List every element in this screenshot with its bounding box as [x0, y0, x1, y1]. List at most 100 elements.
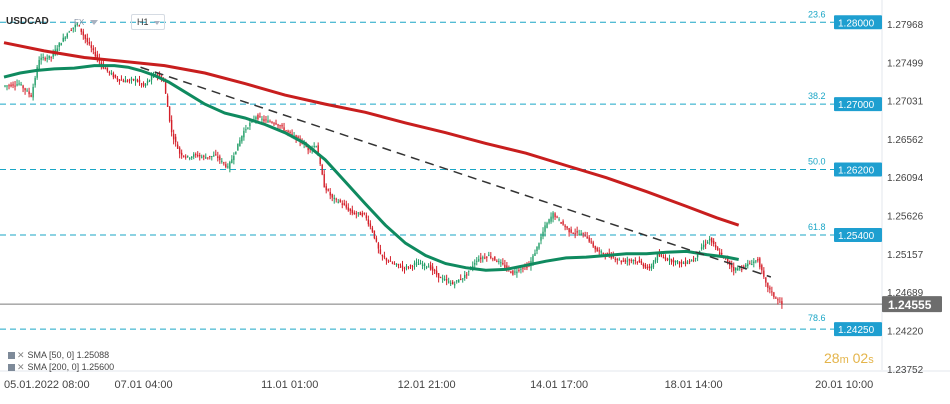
- candle-body: [58, 43, 60, 47]
- candle-body: [409, 265, 412, 267]
- candle-body: [393, 263, 396, 265]
- candle-body: [745, 264, 747, 267]
- candle-body: [116, 77, 119, 80]
- timeframe-select[interactable]: H1: [131, 14, 165, 30]
- candle-body: [387, 260, 390, 262]
- candle-body: [682, 263, 685, 265]
- candle-body: [698, 250, 701, 252]
- fib-level-label: 78.6: [808, 313, 826, 323]
- candle-body: [664, 257, 667, 260]
- candle-body: [349, 208, 351, 212]
- candle-body: [142, 82, 145, 86]
- candle-body: [514, 271, 516, 273]
- candle-body: [168, 106, 171, 122]
- candle-body: [219, 156, 221, 161]
- candle-body: [462, 278, 464, 280]
- candle-body: [763, 270, 765, 277]
- candle-body: [765, 277, 767, 283]
- fib-level-label: 38.2: [808, 91, 826, 101]
- candle-body: [339, 200, 341, 203]
- x-tick-label: 11.01 01:00: [261, 379, 318, 391]
- trendline[interactable]: [140, 66, 772, 278]
- candle-body: [498, 261, 500, 263]
- candle-body: [616, 259, 618, 261]
- candle-body: [457, 279, 460, 283]
- candle-body: [335, 198, 337, 200]
- candle-body: [170, 120, 173, 133]
- y-tick-label: 1.25157: [887, 250, 924, 261]
- candle-body: [66, 33, 68, 38]
- candle-body: [287, 130, 289, 133]
- candle-body: [435, 270, 438, 275]
- candle-body: [612, 255, 614, 258]
- candle-body: [261, 118, 263, 120]
- candle-body: [564, 225, 566, 228]
- chevron-down-icon: [154, 21, 160, 25]
- candle-body: [447, 281, 450, 283]
- candle-body: [50, 56, 52, 58]
- candle-body: [40, 57, 42, 60]
- legend-sma50-swatch: [8, 352, 15, 360]
- candle-body: [777, 299, 779, 301]
- candle-body: [482, 257, 484, 259]
- legend-sma50[interactable]: ✕ SMA [50, 0] 1.25088: [8, 350, 109, 361]
- candle-body: [223, 162, 225, 164]
- symbol-dropdown-icon[interactable]: [90, 20, 98, 25]
- candle-body: [460, 278, 462, 280]
- candle-body: [235, 151, 237, 154]
- candle-body: [714, 245, 717, 248]
- candle-body: [686, 262, 689, 264]
- candle-body: [114, 74, 117, 78]
- candle-body: [520, 268, 522, 270]
- candle-body: [441, 278, 444, 280]
- candle-body: [694, 257, 697, 259]
- candle-body: [622, 260, 625, 262]
- candle-body: [88, 42, 91, 44]
- candle-body: [267, 120, 269, 123]
- candle-body: [231, 159, 233, 163]
- candle-body: [178, 147, 181, 154]
- candle-body: [80, 28, 82, 32]
- legend-sma200[interactable]: ✕ SMA [200, 0] 1.25600: [8, 362, 114, 373]
- symbol-label[interactable]: USDCAD: [6, 16, 49, 27]
- candle-body: [502, 262, 504, 265]
- candle-body: [10, 84, 12, 87]
- candle-body: [552, 212, 554, 219]
- candle-body: [188, 157, 191, 159]
- current-price-tag[interactable]: [882, 296, 942, 313]
- candle-body: [516, 271, 518, 274]
- candle-body: [72, 27, 74, 29]
- candle-body: [773, 292, 775, 298]
- candle-body: [586, 236, 588, 239]
- timer-minutes: 28: [824, 350, 840, 366]
- candle-body: [464, 274, 466, 279]
- candle-body: [775, 297, 777, 299]
- candle-body: [315, 146, 317, 148]
- candle-body: [239, 140, 241, 147]
- legend-sma50-close-icon[interactable]: ✕: [17, 350, 25, 360]
- candle-body: [237, 143, 239, 151]
- fib-price-tag: [834, 162, 882, 177]
- candle-body: [544, 225, 546, 232]
- candle-body: [28, 91, 30, 95]
- candle-body: [12, 84, 14, 86]
- candle-body: [767, 282, 769, 288]
- candle-body: [389, 260, 392, 262]
- candle-body: [640, 261, 643, 264]
- current-price-label: 1.24555: [888, 298, 932, 312]
- legend-sma200-close-icon[interactable]: ✕: [17, 362, 25, 372]
- candle-body: [20, 84, 22, 86]
- candle-body: [112, 73, 115, 78]
- candle-body: [269, 121, 271, 123]
- candle-body: [377, 243, 380, 249]
- candle-body: [546, 223, 548, 228]
- x-tick-label: 20.01 10:00: [815, 379, 873, 391]
- candle-body: [618, 259, 621, 261]
- candle-body: [576, 231, 578, 233]
- candle-body: [373, 230, 376, 239]
- candle-body: [678, 261, 681, 265]
- candle-body: [554, 213, 556, 218]
- candle-body: [174, 136, 177, 143]
- candle-body: [233, 156, 235, 161]
